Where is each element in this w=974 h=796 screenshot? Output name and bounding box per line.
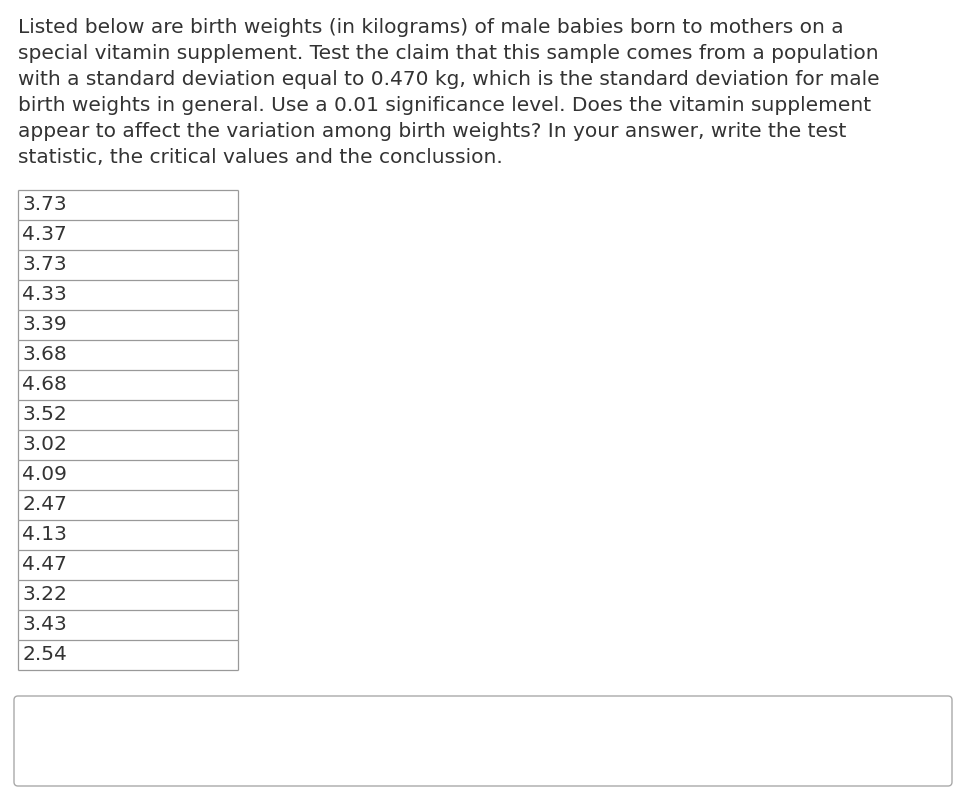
Text: 3.73: 3.73 [22,196,66,214]
Text: 3.39: 3.39 [22,315,66,334]
Text: 3.02: 3.02 [22,435,67,455]
Text: 3.73: 3.73 [22,256,66,275]
Text: 4.33: 4.33 [22,286,67,305]
Text: 4.09: 4.09 [22,466,67,485]
Text: statistic, the critical values and the conclussion.: statistic, the critical values and the c… [18,148,503,167]
Text: special vitamin supplement. Test the claim that this sample comes from a populat: special vitamin supplement. Test the cla… [18,44,879,63]
Text: Listed below are birth weights (in kilograms) of male babies born to mothers on : Listed below are birth weights (in kilog… [18,18,843,37]
Text: 4.47: 4.47 [22,556,67,575]
Text: appear to affect the variation among birth weights? In your answer, write the te: appear to affect the variation among bir… [18,122,846,141]
Text: 3.43: 3.43 [22,615,67,634]
Text: 4.68: 4.68 [22,376,67,395]
Text: 4.13: 4.13 [22,525,67,544]
Text: 3.22: 3.22 [22,586,67,604]
Text: 3.52: 3.52 [22,405,67,424]
Text: 3.68: 3.68 [22,345,67,365]
Text: 2.47: 2.47 [22,495,67,514]
Text: with a standard deviation equal to 0.470 kg, which is the standard deviation for: with a standard deviation equal to 0.470… [18,70,880,89]
Text: 2.54: 2.54 [22,646,67,665]
FancyBboxPatch shape [14,696,952,786]
Text: 4.37: 4.37 [22,225,67,244]
Text: birth weights in general. Use a 0.01 significance level. Does the vitamin supple: birth weights in general. Use a 0.01 sig… [18,96,871,115]
